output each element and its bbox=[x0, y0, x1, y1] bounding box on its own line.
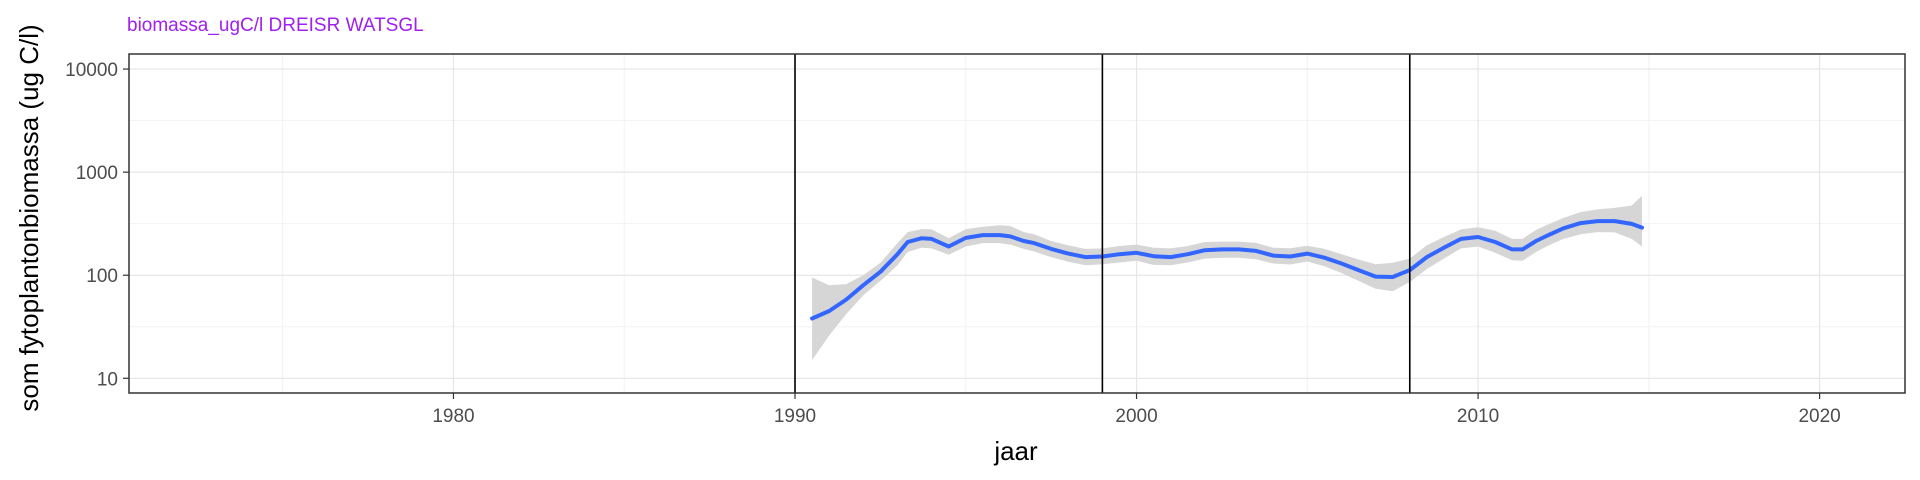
panel-border bbox=[128, 53, 1906, 394]
smooth-line bbox=[810, 219, 1644, 321]
x-tick-label: 1990 bbox=[774, 406, 816, 427]
y-tick-label: 10000 bbox=[65, 60, 118, 81]
plot-area bbox=[810, 195, 1644, 361]
x-tick-label: 2010 bbox=[1457, 406, 1499, 427]
grid-major bbox=[129, 54, 1905, 393]
reference-lines bbox=[794, 54, 1411, 393]
y-tick-label: 10 bbox=[97, 369, 118, 390]
x-tick-label: 1980 bbox=[432, 406, 474, 427]
x-tick-label: 2020 bbox=[1798, 406, 1840, 427]
y-axis-title: som fytoplantonbiomassa (ug C/l) bbox=[14, 24, 44, 411]
x-axis: 1980 1990 2000 2010 2020 bbox=[432, 393, 1841, 427]
x-tick-label: 2000 bbox=[1115, 406, 1157, 427]
y-tick-label: 1000 bbox=[76, 163, 118, 184]
x-axis-title: jaar bbox=[993, 436, 1038, 466]
confidence-band bbox=[812, 195, 1642, 361]
y-tick-label: 100 bbox=[86, 266, 118, 287]
y-axis: 10 100 1000 10000 bbox=[65, 60, 129, 390]
chart-title: biomassa_ugC/l DREISR WATSGL bbox=[127, 15, 424, 36]
